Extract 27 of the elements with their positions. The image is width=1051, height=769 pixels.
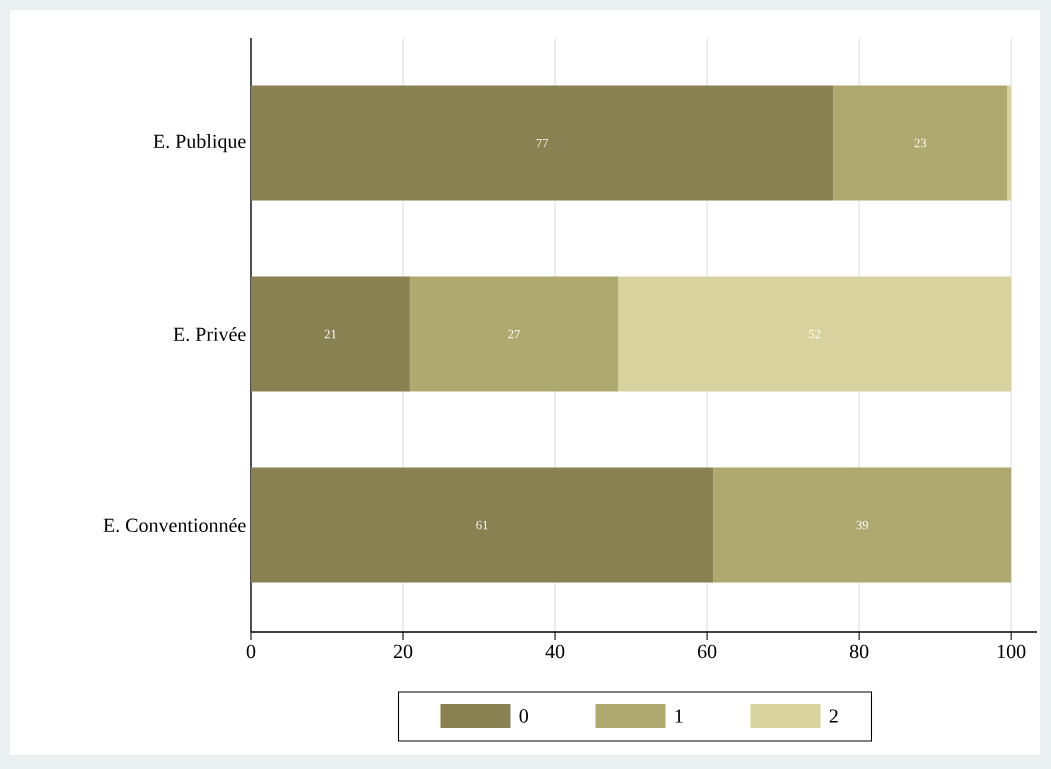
bar	[251, 85, 834, 201]
x-tick-label: 60	[697, 644, 717, 659]
bar	[618, 276, 1012, 392]
x-tick-label: 100	[997, 644, 1026, 659]
data-label: 27	[508, 329, 520, 339]
data-label: 39	[856, 520, 868, 530]
bar	[1007, 85, 1012, 201]
data-label: 77	[536, 138, 549, 148]
bar	[251, 276, 410, 392]
legend-label: 0	[519, 709, 529, 723]
y-tick-label: E. Publique	[153, 134, 246, 153]
bar	[251, 467, 714, 583]
x-tick-label: 40	[545, 644, 565, 659]
data-label: 52	[809, 329, 821, 339]
bar	[713, 467, 1012, 583]
y-tick-label: E. Conventionnée	[103, 517, 246, 533]
legend-label: 1	[675, 709, 683, 723]
x-tick-label: 20	[393, 644, 413, 659]
data-label: 61	[476, 520, 488, 530]
y-tick-label: E. Privée	[173, 326, 246, 342]
bar	[833, 85, 1008, 201]
bar	[409, 276, 619, 392]
x-tick-label: 80	[849, 644, 869, 659]
x-tick-label: 0	[246, 644, 256, 659]
data-label: 23	[914, 138, 927, 148]
legend-label: 2	[829, 709, 838, 723]
data-label: 21	[324, 329, 337, 339]
